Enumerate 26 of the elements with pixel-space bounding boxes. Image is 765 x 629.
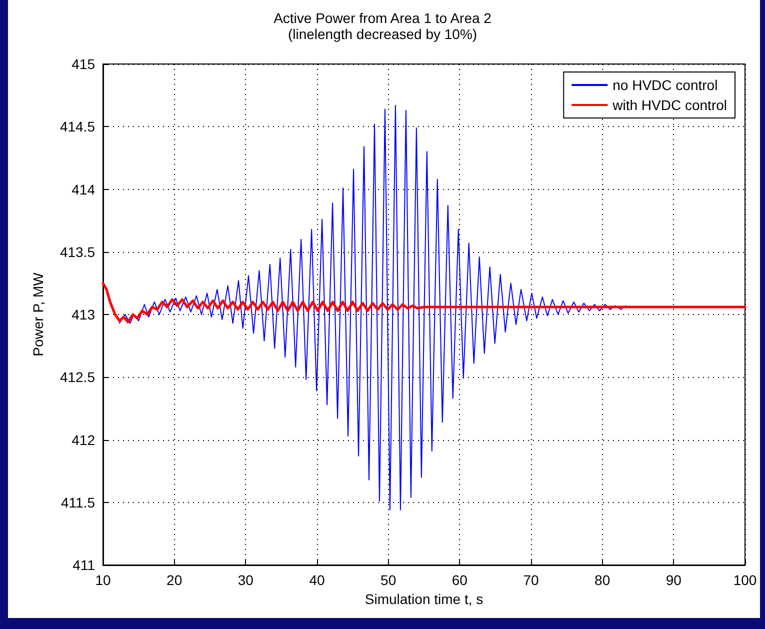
y-tick-label: 413.5 bbox=[60, 244, 96, 260]
y-tick-label: 411 bbox=[72, 557, 96, 573]
y-tick-label: 411.5 bbox=[61, 494, 96, 510]
x-axis-title: Simulation time t, s bbox=[364, 590, 484, 607]
x-tick-label: 30 bbox=[238, 572, 254, 588]
y-axis-title: Power P, MW bbox=[30, 272, 46, 356]
x-tick-label: 40 bbox=[309, 572, 325, 588]
y-tick-label: 412.5 bbox=[60, 369, 96, 386]
x-tick-label: 90 bbox=[666, 572, 682, 588]
line-series bbox=[102, 282, 746, 324]
x-tick-label: 80 bbox=[594, 572, 610, 588]
x-tick-label: 10 bbox=[95, 572, 111, 588]
y-tick-label: 413 bbox=[72, 306, 96, 322]
y-tick-label: 412 bbox=[72, 432, 96, 448]
x-tick-label: 20 bbox=[166, 572, 182, 588]
x-tick-label: 50 bbox=[380, 572, 396, 588]
y-tick-label: 415 bbox=[72, 56, 96, 72]
x-tick-label: 100 bbox=[733, 572, 757, 588]
x-tick-label: 70 bbox=[523, 572, 539, 588]
chart-title: Active Power from Area 1 to Area 2 bbox=[274, 10, 492, 26]
y-tick-label: 414.5 bbox=[60, 118, 96, 135]
legend-label: no HVDC control bbox=[612, 77, 718, 93]
chart-subtitle: (linelength decreased by 10%) bbox=[288, 26, 478, 42]
x-tick-label: 60 bbox=[452, 572, 468, 588]
legend-label: with HVDC control bbox=[612, 97, 728, 113]
y-tick-label: 414 bbox=[72, 181, 96, 198]
